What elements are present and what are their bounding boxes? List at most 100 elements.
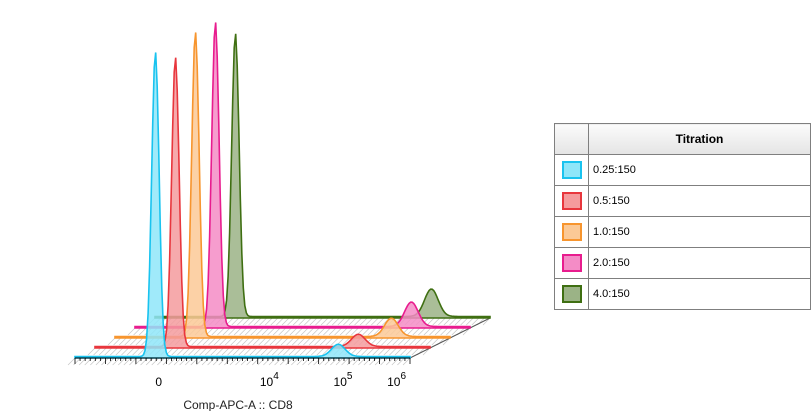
grid-line: [375, 337, 384, 346]
grid-line: [260, 347, 269, 356]
grid-line: [193, 347, 202, 356]
grid-line: [462, 327, 471, 336]
grid-line: [259, 317, 267, 326]
grid-line: [339, 327, 348, 336]
x-axis-label: Comp-APC-A :: CD8: [183, 398, 293, 411]
grid-line: [135, 337, 144, 346]
grid-line: [432, 317, 440, 326]
grid-line: [365, 317, 373, 326]
grid-line: [202, 337, 211, 346]
grid-line: [471, 317, 480, 326]
grid-line: [277, 347, 286, 356]
x-tick-label: 104: [260, 371, 279, 389]
x-tick-label: 105: [334, 371, 353, 389]
legend-row: 4.0:150: [554, 278, 811, 310]
grid-line: [426, 317, 435, 326]
grid-line: [373, 327, 381, 336]
grid-line: [201, 357, 210, 366]
grid-line: [84, 357, 92, 366]
grid-line: [315, 317, 323, 326]
grid-line: [107, 337, 116, 346]
grid-line: [249, 347, 258, 356]
grid-line: [297, 337, 306, 346]
grid-line: [312, 327, 320, 336]
grid-line: [397, 357, 405, 366]
grid-line: [157, 357, 165, 366]
legend-row: 1.0:150: [554, 216, 811, 248]
grid-line: [394, 347, 403, 356]
grid-line: [287, 317, 295, 326]
x-axis: [74, 357, 411, 364]
grid-line: [285, 357, 293, 366]
grid-line: [67, 357, 76, 366]
grid-line: [371, 317, 379, 326]
grid-line: [224, 357, 232, 366]
legend-label: 4.0:150: [588, 278, 811, 310]
x-tick-label: 106: [387, 371, 406, 389]
grid-line: [173, 357, 182, 366]
grid-line: [317, 327, 326, 336]
grid-line: [278, 327, 286, 336]
grid-line: [289, 327, 298, 336]
grid-line: [292, 337, 300, 346]
grid-line: [265, 317, 273, 326]
grid-line: [264, 337, 272, 346]
grid-line: [106, 357, 115, 366]
grid-line: [386, 357, 394, 366]
grid-line: [307, 357, 316, 366]
grid-line: [335, 357, 344, 366]
grid-line: [442, 337, 451, 346]
grid-line: [314, 337, 322, 346]
grid-line: [326, 317, 334, 326]
grid-line: [420, 337, 428, 346]
grid-line: [466, 317, 474, 326]
grid-line: [133, 327, 141, 336]
grid-line: [308, 337, 317, 346]
grid-line: [454, 317, 463, 326]
grid-line: [228, 327, 236, 336]
grid-line: [101, 357, 109, 366]
grid-line: [376, 317, 385, 326]
grid-line: [104, 347, 112, 356]
histogram-curves: [74, 22, 491, 359]
grid-line: [272, 327, 281, 336]
grid-line: [267, 327, 275, 336]
grid-line: [247, 337, 255, 346]
legend-label: 0.5:150: [588, 185, 811, 217]
legend-swatch-cell: [554, 216, 589, 248]
grid-line: [123, 357, 132, 366]
grid-line: [130, 337, 138, 346]
grid-line: [240, 357, 249, 366]
legend-swatch: [561, 223, 582, 241]
grid-line: [118, 357, 126, 366]
grid-line: [320, 317, 329, 326]
grid-line: [279, 357, 288, 366]
grid-line: [230, 337, 239, 346]
grid-line: [294, 347, 302, 356]
legend-swatch: [561, 254, 582, 272]
grid-line: [378, 347, 386, 356]
grid-line: [98, 347, 107, 356]
grid-line: [482, 317, 491, 326]
grid-line: [299, 347, 308, 356]
grid-line: [337, 317, 346, 326]
grid-line: [256, 327, 264, 336]
grid-line: [295, 327, 303, 336]
grid-line: [270, 317, 279, 326]
grid-line: [362, 327, 370, 336]
legend-row: 2.0:150: [554, 247, 811, 279]
grid-line: [239, 327, 247, 336]
legend-row: 0.5:150: [554, 185, 811, 217]
grid-line: [124, 337, 132, 346]
grid-line: [232, 347, 241, 356]
grid-line: [140, 357, 148, 366]
grid-line: [383, 347, 392, 356]
histogram-series: [94, 57, 431, 349]
grid-line: [179, 357, 187, 366]
legend-swatch-cell: [554, 185, 589, 217]
grid-line: [252, 357, 260, 366]
grid-line: [451, 327, 460, 336]
grid-line: [182, 347, 191, 356]
grid-line: [414, 337, 423, 346]
grid-line: [369, 357, 377, 366]
